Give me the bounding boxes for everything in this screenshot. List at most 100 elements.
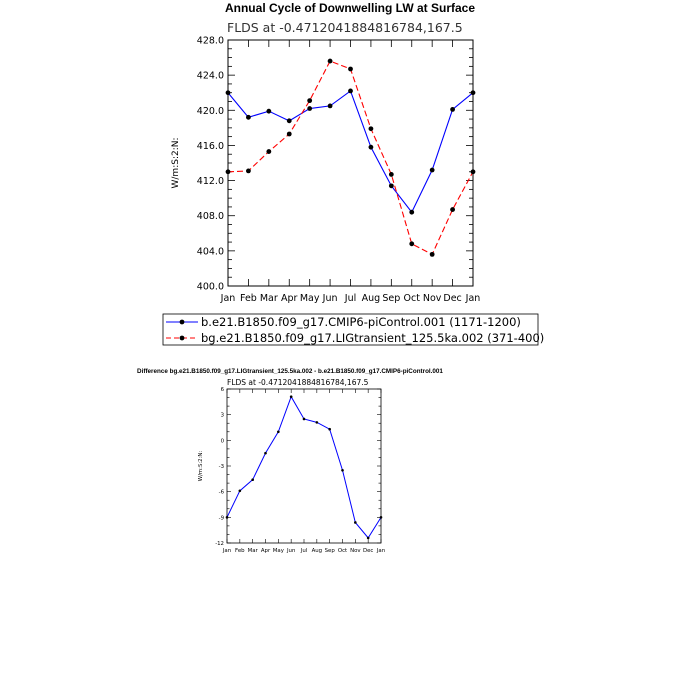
data-point	[246, 114, 251, 120]
x-tick-label: Aug	[312, 548, 323, 554]
data-point	[251, 478, 254, 481]
data-point	[266, 149, 272, 154]
y-tick-label: -9	[219, 515, 225, 521]
data-point	[225, 169, 231, 175]
data-point	[354, 521, 357, 524]
series-group	[225, 58, 476, 257]
legend-frame	[162, 313, 539, 346]
data-point	[327, 58, 333, 64]
data-point	[286, 118, 292, 124]
data-point	[266, 108, 272, 114]
chart-title: Annual Cycle of Downwelling LW at Surfac…	[225, 1, 475, 15]
data-point	[315, 421, 319, 424]
data-point	[348, 88, 353, 94]
plot-frame	[227, 39, 474, 287]
chart-subtitle: FLDS at -0.4712041884816784,167.5	[227, 378, 369, 387]
data-point	[379, 516, 383, 519]
data-point	[327, 103, 333, 109]
x-tick-label: Dec	[443, 293, 461, 304]
x-tick-label: Dec	[363, 548, 373, 554]
data-point	[429, 251, 435, 257]
data-point	[368, 144, 374, 150]
data-point	[286, 131, 292, 137]
x-tick-label: Jul	[344, 293, 356, 304]
x-tick-label: Mar	[248, 548, 259, 554]
x-tick-label: May	[300, 293, 320, 304]
y-tick-label: 412.0	[197, 176, 224, 187]
y-tick-label: 420.0	[197, 106, 224, 117]
data-point	[277, 430, 280, 434]
y-tick-label: 416.0	[197, 141, 224, 152]
x-tick-label: Nov	[423, 293, 442, 304]
y-tick-label: 0	[221, 438, 225, 444]
legend-marker-piControl	[179, 319, 185, 325]
y-tick-label: -12	[215, 541, 224, 547]
x-tick-label: Apr	[261, 548, 271, 554]
legend: b.e21.B1850.f09_g17.CMIP6-piControl.001 …	[162, 313, 544, 346]
series-line-0	[227, 90, 474, 214]
legend-marker-LIGtransient	[179, 335, 185, 341]
x-tick-label: Feb	[235, 548, 245, 554]
x-tick-label: May	[273, 548, 285, 554]
plot-area: -12 -9 -6 -3 0 3 6 Jan Feb Mar Apr May Jun Jul Aug Sep O…	[215, 387, 385, 554]
data-point	[302, 417, 306, 421]
data-point	[289, 395, 293, 399]
data-point	[429, 167, 435, 173]
data-point	[366, 536, 370, 540]
x-tick-label: Aug	[362, 293, 381, 304]
x-tick-label: Jul	[300, 548, 308, 554]
y-tick-label: 404.0	[197, 246, 224, 257]
x-tick-label: Jan	[376, 548, 385, 554]
series-group	[225, 395, 383, 540]
chart-title: Difference bg.e21.B1850.f09_g17.LIGtrans…	[137, 368, 443, 375]
y-tick-label: 428.0	[197, 36, 224, 47]
x-tick-label: Jun	[286, 548, 295, 554]
data-point	[388, 183, 394, 189]
data-point	[225, 90, 231, 96]
y-tick-label: 6	[221, 387, 225, 393]
y-tick-label: 408.0	[197, 211, 224, 222]
data-point	[225, 516, 229, 519]
y-tick-label: -3	[219, 464, 224, 470]
legend-label-LIGtransient: bg.e21.B1850.f09_g17.LIGtransient_125.5k…	[201, 331, 544, 345]
y-tick-label: 400.0	[197, 282, 224, 293]
data-point	[264, 451, 267, 455]
data-point	[409, 209, 415, 215]
x-tick-label: Oct	[404, 293, 421, 304]
x-tick-label: Jun	[322, 293, 338, 304]
data-point	[368, 126, 374, 132]
plot-frame	[226, 388, 382, 544]
data-point	[388, 172, 394, 177]
x-tick-label: Sep	[382, 293, 400, 304]
data-point	[307, 106, 313, 111]
annual-cycle-chart: Annual Cycle of Downwelling LW at Surfac…	[162, 1, 544, 346]
data-point	[450, 107, 455, 112]
y-axis-label: W/m:S:2:N:	[198, 451, 204, 482]
difference-chart: Difference bg.e21.B1850.f09_g17.LIGtrans…	[137, 368, 443, 554]
data-point	[246, 168, 251, 174]
x-tick-label: Nov	[350, 548, 361, 554]
y-axis-label: W/m:S:2:N:	[171, 138, 181, 189]
data-point	[470, 169, 476, 175]
x-tick-label: Feb	[240, 293, 257, 304]
x-tick-label: Apr	[281, 293, 298, 304]
data-point	[341, 468, 344, 472]
plot-area: 400.0 404.0 408.0 412.0 416.0 420.0 424.0 428.0…	[197, 36, 481, 305]
x-tick-label: Jan	[220, 293, 236, 304]
x-tick-label: Jan	[222, 548, 231, 554]
chart-subtitle: FLDS at -0.4712041884816784,167.5	[227, 20, 463, 35]
data-point	[328, 427, 331, 431]
data-point	[470, 90, 476, 96]
x-tick-label: Mar	[260, 293, 278, 304]
data-point	[348, 66, 353, 72]
legend-label-piControl: b.e21.B1850.f09_g17.CMIP6-piControl.001 …	[201, 315, 521, 329]
x-tick-label: Oct	[338, 548, 347, 554]
x-tick-label: Sep	[325, 548, 336, 554]
data-point	[238, 489, 242, 493]
y-tick-label: -6	[219, 490, 225, 496]
x-tick-label: Jan	[465, 293, 481, 304]
data-point	[307, 98, 313, 104]
data-point	[409, 241, 415, 247]
y-tick-label: 3	[221, 413, 224, 419]
